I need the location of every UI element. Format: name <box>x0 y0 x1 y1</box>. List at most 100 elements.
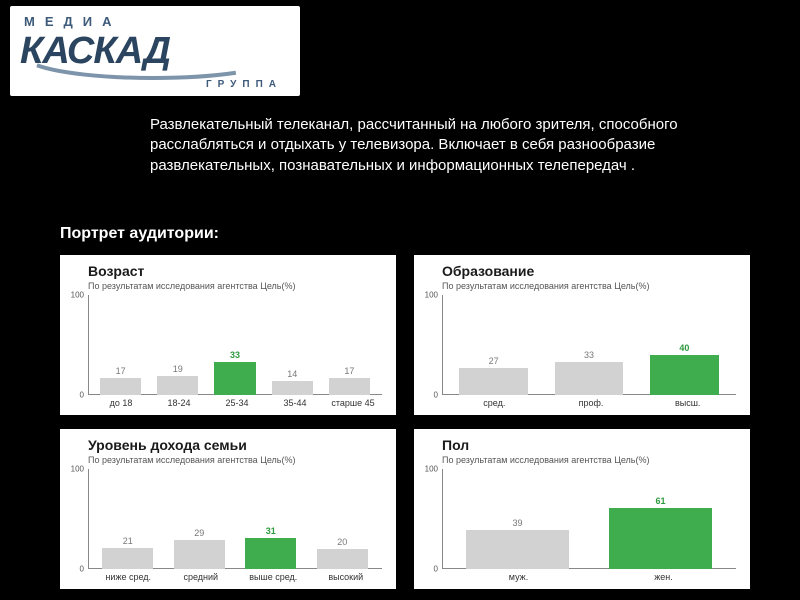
bar <box>272 381 313 395</box>
bar-group: 14 <box>264 295 321 395</box>
chart-title: Образование <box>442 263 740 279</box>
bar-value-label: 27 <box>489 356 499 366</box>
bar-group: 39 <box>446 469 589 569</box>
bar <box>102 548 153 569</box>
y-axis: 1000 <box>70 469 86 569</box>
x-label: высокий <box>310 572 383 582</box>
bar-value-label: 39 <box>512 518 522 528</box>
bar-value-label: 40 <box>679 343 689 353</box>
y-axis-line <box>442 469 443 569</box>
y-tick: 0 <box>434 565 438 574</box>
y-axis: 1000 <box>70 295 86 395</box>
x-label: 25-34 <box>208 398 266 408</box>
bar-group: 40 <box>637 295 732 395</box>
y-tick: 100 <box>425 465 438 474</box>
x-label: выше сред. <box>237 572 310 582</box>
y-axis: 1000 <box>424 295 440 395</box>
x-labels: до 1818-2425-3435-44старше 45 <box>92 398 382 408</box>
logo-main-text: КАСКАД <box>20 30 170 73</box>
chart-subtitle: По результатам исследования агентства Це… <box>88 455 386 465</box>
y-tick: 100 <box>71 465 84 474</box>
x-labels: сред.проф.высш. <box>446 398 736 408</box>
y-tick: 0 <box>80 565 84 574</box>
chart-panel: Уровень дохода семьи По результатам иссле… <box>60 429 396 589</box>
y-tick: 100 <box>71 291 84 300</box>
x-labels: муж.жен. <box>446 572 736 582</box>
bars-container: 17 19 33 14 17 <box>92 295 378 395</box>
x-labels: ниже сред.среднийвыше сред.высокий <box>92 572 382 582</box>
chart-area: 10003961 <box>442 469 736 569</box>
bars-container: 27 33 40 <box>446 295 732 395</box>
bar-value-label: 33 <box>584 350 594 360</box>
logo-top-text: МЕДИА <box>24 14 122 29</box>
y-tick: 0 <box>434 391 438 400</box>
bars-container: 21 29 31 20 <box>92 469 378 569</box>
bar-value-label: 19 <box>173 364 183 374</box>
logo-bottom-text: ГРУППА <box>206 79 282 90</box>
bar-group: 61 <box>589 469 732 569</box>
chart-area: 100021293120 <box>88 469 382 569</box>
bar <box>650 355 719 395</box>
x-label: 35-44 <box>266 398 324 408</box>
x-label: проф. <box>543 398 640 408</box>
bar-value-label: 61 <box>655 496 665 506</box>
bar-group: 21 <box>92 469 164 569</box>
x-label: сред. <box>446 398 543 408</box>
section-title: Портрет аудитории: <box>60 225 219 243</box>
chart-subtitle: По результатам исследования агентства Це… <box>442 281 740 291</box>
bar <box>157 376 198 395</box>
bar-group: 17 <box>321 295 378 395</box>
bar <box>466 530 569 569</box>
y-axis: 1000 <box>424 469 440 569</box>
bar <box>317 549 368 569</box>
y-tick: 0 <box>80 391 84 400</box>
bar-group: 31 <box>235 469 307 569</box>
x-label: муж. <box>446 572 591 582</box>
chart-subtitle: По результатам исследования агентства Це… <box>88 281 386 291</box>
x-label: средний <box>165 572 238 582</box>
y-axis-line <box>88 469 89 569</box>
channel-description: Развлекательный телеканал, рассчитанный … <box>150 115 710 176</box>
bar-value-label: 29 <box>194 528 204 538</box>
chart-subtitle: По результатам исследования агентства Це… <box>442 455 740 465</box>
bar-group: 33 <box>206 295 263 395</box>
chart-title: Возраст <box>88 263 386 279</box>
bar <box>245 538 296 569</box>
bar-group: 17 <box>92 295 149 395</box>
bar-value-label: 21 <box>123 536 133 546</box>
chart-title: Уровень дохода семьи <box>88 437 386 453</box>
bar-group: 27 <box>446 295 541 395</box>
bar <box>555 362 624 395</box>
bar-value-label: 31 <box>266 526 276 536</box>
bar <box>329 378 370 395</box>
bar-group: 20 <box>307 469 379 569</box>
bar <box>459 368 528 395</box>
bar-group: 33 <box>541 295 636 395</box>
y-axis-line <box>442 295 443 395</box>
x-label: 18-24 <box>150 398 208 408</box>
chart-area: 1000273340 <box>442 295 736 395</box>
charts-grid: Возраст По результатам исследования агент… <box>60 255 750 589</box>
chart-panel: Образование По результатам исследования а… <box>414 255 750 415</box>
chart-area: 10001719331417 <box>88 295 382 395</box>
bar-value-label: 33 <box>230 350 240 360</box>
bar-group: 19 <box>149 295 206 395</box>
y-tick: 100 <box>425 291 438 300</box>
bars-container: 39 61 <box>446 469 732 569</box>
chart-panel: Возраст По результатам исследования агент… <box>60 255 396 415</box>
bar <box>174 540 225 569</box>
bar <box>214 362 255 395</box>
x-label: жен. <box>591 572 736 582</box>
brand-logo: МЕДИА КАСКАД ГРУППА <box>10 6 300 96</box>
bar <box>100 378 141 395</box>
bar-value-label: 14 <box>287 369 297 379</box>
bar-value-label: 17 <box>344 366 354 376</box>
bar-value-label: 17 <box>116 366 126 376</box>
x-label: ниже сред. <box>92 572 165 582</box>
chart-panel: Пол По результатам исследования агентства… <box>414 429 750 589</box>
bar-value-label: 20 <box>337 537 347 547</box>
y-axis-line <box>88 295 89 395</box>
x-label: высш. <box>639 398 736 408</box>
x-label: до 18 <box>92 398 150 408</box>
chart-title: Пол <box>442 437 740 453</box>
